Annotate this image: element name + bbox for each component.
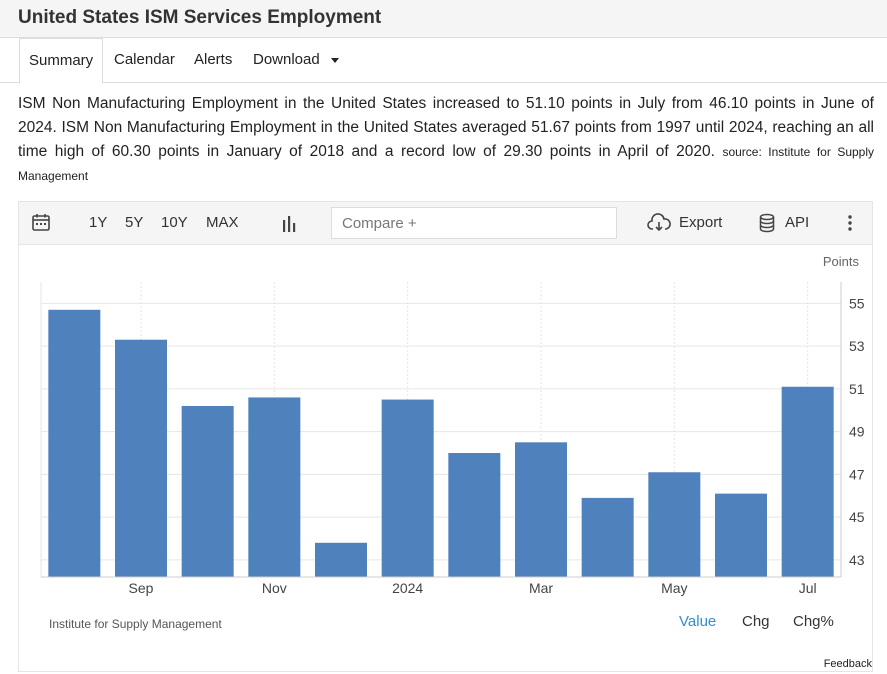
bar (315, 542, 367, 577)
x-tick-label: May (661, 580, 687, 596)
range-10y-button[interactable]: 10Y (161, 214, 188, 231)
y-tick-label: 43 (849, 552, 865, 568)
tab-label: Calendar (114, 51, 175, 68)
api-button[interactable]: API (785, 214, 810, 231)
bar (515, 442, 567, 577)
tab-label: Summary (29, 52, 94, 69)
y-tick-label: 49 (849, 424, 865, 440)
bar (115, 339, 167, 577)
range-5y-button[interactable]: 5Y (125, 214, 144, 231)
tab-bar: Summary Calendar Alerts Download (0, 38, 887, 84)
bar (48, 309, 101, 577)
y-tick-label: 45 (849, 509, 865, 525)
bar (581, 497, 634, 577)
y-tick-label: 55 (849, 295, 865, 311)
tab-label: Alerts (194, 51, 233, 68)
calendar-icon[interactable] (31, 212, 51, 234)
caret-down-icon (330, 57, 339, 63)
bar (181, 405, 234, 577)
y-tick-label: 47 (849, 466, 865, 482)
tab-calendar[interactable]: Calendar (114, 38, 175, 83)
export-button[interactable]: Export (679, 214, 723, 231)
tab-label: Download (253, 51, 320, 68)
x-tick-label: Nov (262, 580, 287, 596)
more-vertical-icon[interactable] (847, 215, 853, 231)
x-tick-label: Sep (129, 580, 154, 596)
tab-summary[interactable]: Summary (19, 38, 104, 84)
compare-input[interactable] (331, 207, 617, 239)
tab-download[interactable]: Download (253, 38, 339, 83)
y-tick-label: 53 (849, 338, 865, 354)
y-axis-label: Points (823, 254, 860, 269)
bar-chart: 43 45 47 49 51 53 55 Points Sep Nov 2024 Mar May Jul (40, 254, 865, 596)
description-source[interactable]: source: Institute for Supply Management (18, 145, 875, 183)
description-text: ISM Non Manufacturing Employment in the … (18, 95, 874, 160)
x-tick-label: Jul (799, 580, 817, 596)
bar (448, 453, 501, 577)
range-1y-button[interactable]: 1Y (89, 214, 108, 231)
chart-source-label: Institute for Supply Management (49, 617, 222, 631)
y-tick-label: 51 (849, 381, 865, 397)
page-title: United States ISM Services Employment (18, 7, 382, 28)
view-chg-button[interactable]: Chg (742, 613, 770, 630)
bar (648, 472, 701, 577)
view-chg-pct-button[interactable]: Chg% (793, 613, 834, 630)
range-max-button[interactable]: MAX (206, 214, 239, 231)
tab-alerts[interactable]: Alerts (194, 38, 232, 83)
description: ISM Non Manufacturing Employment in the … (18, 92, 874, 188)
bar-chart-icon[interactable] (281, 214, 297, 232)
x-tick-label: Mar (529, 580, 553, 596)
view-value-button[interactable]: Value (679, 613, 717, 630)
database-icon[interactable] (759, 213, 775, 233)
chart-panel: 1Y 5Y 10Y MAX Export (18, 201, 873, 672)
chart-toolbar: 1Y 5Y 10Y MAX Export (19, 202, 872, 245)
bar (715, 493, 767, 577)
bar (781, 386, 834, 577)
bar (248, 397, 301, 577)
x-tick-label: 2024 (392, 580, 423, 596)
bar (381, 399, 434, 577)
title-bar: United States ISM Services Employment (0, 0, 887, 38)
cloud-download-icon[interactable] (647, 213, 671, 233)
feedback-link[interactable]: Feedback (823, 658, 872, 670)
